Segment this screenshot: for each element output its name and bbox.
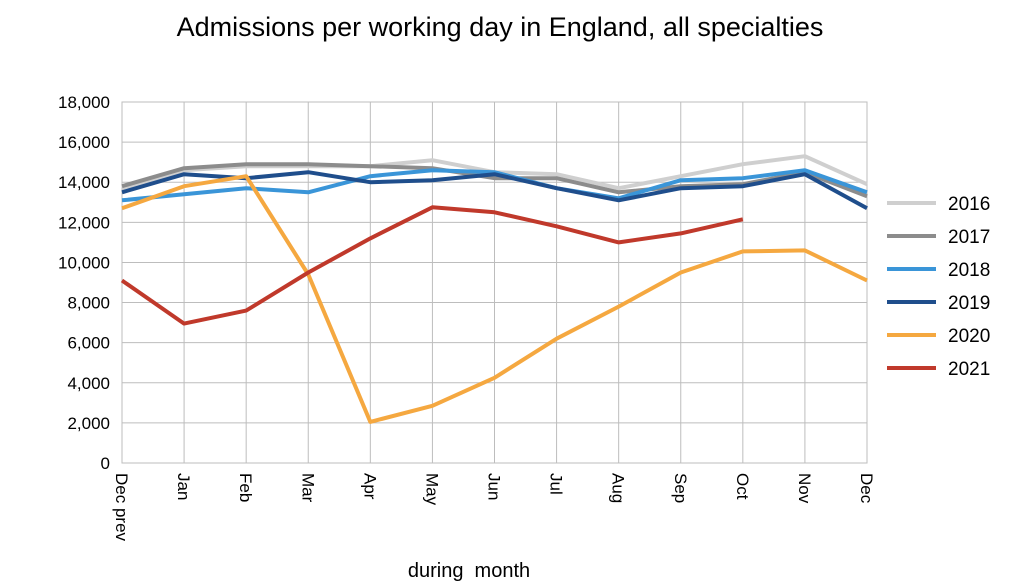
y-tick-label: 8,000: [67, 294, 110, 313]
legend-label: 2017: [948, 227, 990, 248]
y-tick-label: 16,000: [58, 133, 110, 152]
x-tick-label: Mar: [298, 473, 317, 503]
y-tick-label: 2,000: [67, 414, 110, 433]
x-tick-label: Oct: [733, 473, 752, 500]
x-tick-label: Nov: [795, 473, 814, 504]
x-tick-label: Aug: [609, 473, 628, 503]
y-tick-label: 14,000: [58, 173, 110, 192]
x-tick-label: Sep: [671, 473, 690, 503]
x-tick-label: Apr: [360, 473, 379, 500]
y-tick-label: 6,000: [67, 334, 110, 353]
legend-label: 2019: [948, 293, 990, 314]
legend-label: 2020: [948, 326, 990, 347]
x-tick-label: Feb: [236, 473, 255, 502]
x-tick-label: Jun: [485, 473, 504, 500]
x-tick-label: May: [422, 473, 441, 506]
y-axis-ticks: 0 2,000 4,000 6,000 8,000 10,000 12,000 14,000 1…: [58, 93, 110, 473]
y-tick-label: 0: [101, 454, 110, 473]
legend-label: 2016: [948, 194, 990, 215]
series-line-2018: [121, 168, 868, 203]
x-axis-label: during month: [408, 560, 530, 582]
y-tick-label: 10,000: [58, 253, 110, 272]
x-tick-label: Jan: [174, 473, 193, 500]
legend-label: 2021: [948, 359, 990, 380]
x-tick-label: Dec prev: [112, 473, 131, 542]
x-tick-label: Dec: [857, 473, 876, 504]
series-line-2021: [120, 205, 744, 326]
y-tick-label: 18,000: [58, 93, 110, 112]
legend: 2016 2017 2018 2019 2020 2021: [887, 194, 990, 380]
y-tick-label: 4,000: [67, 374, 110, 393]
series-line-2020: [121, 174, 868, 424]
x-axis-ticks: Dec prev Jan Feb Mar Apr May Jun Jul Aug Sep Oct No…: [112, 473, 876, 542]
series-lines: [120, 154, 868, 424]
chart-title: Admissions per working day in England, a…: [177, 12, 824, 42]
y-tick-label: 12,000: [58, 213, 110, 232]
gridlines: [121, 101, 868, 464]
x-tick-label: Jul: [547, 473, 566, 495]
legend-label: 2018: [948, 260, 990, 281]
